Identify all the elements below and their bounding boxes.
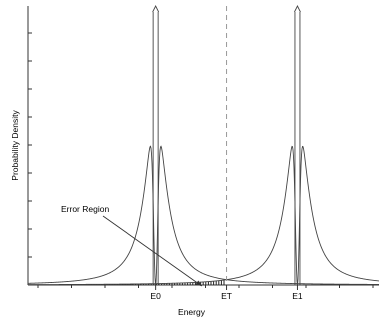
x-tick-label-E0: E0 (150, 291, 161, 301)
arrowhead-icon (152, 4, 160, 13)
x-tick-label-E1: E1 (292, 291, 303, 301)
density-curves (27, 145, 380, 286)
annotations: Error Region (61, 204, 202, 287)
delta-spikes (152, 4, 301, 285)
x-axis-label: Energy (178, 307, 206, 317)
annotation-label: Error Region (61, 204, 109, 214)
x-tick-label-ET: ET (221, 291, 232, 301)
annotation-arrowhead-icon (195, 280, 202, 287)
annotation-arrow-line (102, 215, 202, 287)
y-axis-ticks (28, 32, 32, 286)
arrowhead-icon (294, 4, 301, 13)
density-curve-1 (27, 145, 380, 285)
y-axis-label: Probability Density (10, 110, 20, 181)
delta-spike-1 (152, 4, 160, 285)
x-axis-ticks: E0 ET E1 (37, 285, 374, 301)
density-curve-2 (28, 145, 380, 286)
delta-spike-2 (294, 4, 301, 285)
